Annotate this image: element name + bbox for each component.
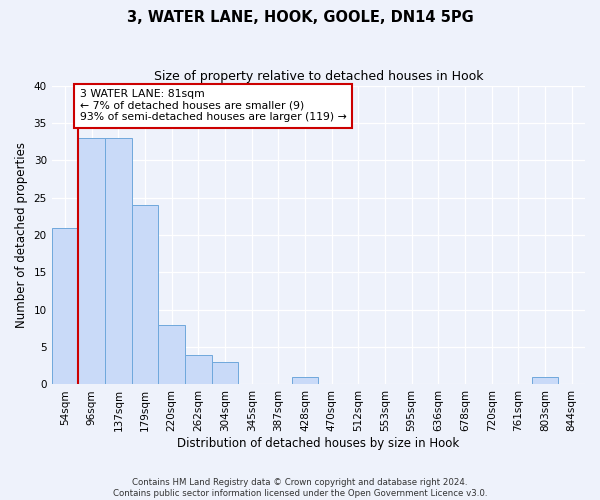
Bar — [158, 324, 185, 384]
Bar — [292, 377, 319, 384]
Text: Contains HM Land Registry data © Crown copyright and database right 2024.
Contai: Contains HM Land Registry data © Crown c… — [113, 478, 487, 498]
Bar — [131, 205, 158, 384]
Bar — [79, 138, 105, 384]
X-axis label: Distribution of detached houses by size in Hook: Distribution of detached houses by size … — [177, 437, 460, 450]
Text: 3, WATER LANE, HOOK, GOOLE, DN14 5PG: 3, WATER LANE, HOOK, GOOLE, DN14 5PG — [127, 10, 473, 25]
Y-axis label: Number of detached properties: Number of detached properties — [15, 142, 28, 328]
Bar — [532, 377, 559, 384]
Bar — [212, 362, 238, 384]
Bar — [52, 228, 79, 384]
Title: Size of property relative to detached houses in Hook: Size of property relative to detached ho… — [154, 70, 483, 83]
Text: 3 WATER LANE: 81sqm
← 7% of detached houses are smaller (9)
93% of semi-detached: 3 WATER LANE: 81sqm ← 7% of detached hou… — [80, 90, 346, 122]
Bar — [185, 354, 212, 384]
Bar — [105, 138, 131, 384]
